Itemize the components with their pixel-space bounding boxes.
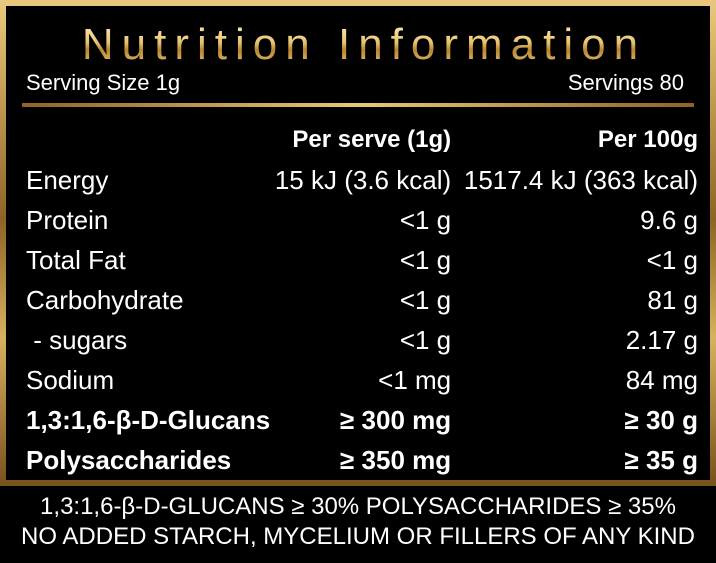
per-100g-value: ≥ 35 g — [624, 444, 698, 475]
per-serve-value: <1 g — [399, 204, 452, 235]
nutrient-name: Protein — [26, 204, 109, 235]
nutrient-name: Polysaccharides — [26, 444, 232, 475]
per-100g-value: 1517.4 kJ (363 kcal) — [463, 164, 698, 195]
per-100g-value: 81 g — [647, 284, 698, 315]
nutrition-table: Per serve (1g) Per 100g Energy 15 kJ (3.… — [26, 120, 698, 480]
header-per-serve: Per serve (1g) — [292, 126, 452, 153]
serving-size: Serving Size 1g — [26, 70, 181, 95]
nutrient-name: - sugars — [26, 324, 128, 355]
nutrient-name: Energy — [26, 164, 109, 195]
nutrition-panel: Nutrition Information Serving Size 1g Se… — [0, 0, 716, 486]
per-serve-value: <1 g — [399, 324, 452, 355]
table-row: 1,3:1,6-β-D-Glucans ≥ 300 mg ≥ 30 g — [26, 400, 698, 440]
per-serve-value: ≥ 350 mg — [340, 444, 452, 475]
nutrient-name: 1,3:1,6-β-D-Glucans — [26, 404, 271, 435]
per-100g-value: <1 g — [646, 244, 698, 275]
table-header-row: Per serve (1g) Per 100g — [26, 120, 698, 160]
panel-title: Nutrition Information — [6, 20, 716, 70]
per-100g-value: ≥ 30 g — [624, 404, 698, 435]
servings-count: Servings 80 — [567, 70, 684, 95]
table-row: Protein <1 g 9.6 g — [26, 200, 698, 240]
footer-line-glucans: 1,3:1,6-β-D-GLUCANS ≥ 30% POLYSACCHARIDE… — [40, 493, 676, 520]
gold-divider — [22, 103, 694, 107]
footer-line-no-fillers: NO ADDED STARCH, MYCELIUM OR FILLERS OF … — [21, 523, 695, 550]
table-row: Carbohydrate <1 g 81 g — [26, 280, 698, 320]
per-100g-value: 9.6 g — [640, 204, 698, 235]
nutrient-name: Sodium — [26, 364, 115, 395]
nutrient-name: Carbohydrate — [26, 284, 184, 315]
per-serve-value: <1 g — [399, 244, 452, 275]
per-100g-value: 2.17 g — [625, 324, 698, 355]
per-serve-value: 15 kJ (3.6 kcal) — [274, 164, 452, 195]
per-100g-value: 84 mg — [625, 364, 698, 395]
table-row: Sodium <1 mg 84 mg — [26, 360, 698, 400]
nutrient-name: Total Fat — [26, 244, 126, 275]
footer-claims: 1,3:1,6-β-D-GLUCANS ≥ 30% POLYSACCHARIDE… — [0, 492, 716, 552]
serving-info: Serving Size 1g Servings 80 — [26, 70, 684, 96]
table-row: - sugars <1 g 2.17 g — [26, 320, 698, 360]
header-nutrient — [26, 120, 275, 160]
per-serve-value: <1 mg — [378, 364, 452, 395]
header-per-100g: Per 100g — [597, 126, 698, 153]
table-row: Energy 15 kJ (3.6 kcal) 1517.4 kJ (363 k… — [26, 160, 698, 200]
table-row: Total Fat <1 g <1 g — [26, 240, 698, 280]
per-serve-value: ≥ 300 mg — [340, 404, 452, 435]
per-serve-value: <1 g — [399, 284, 452, 315]
table-row: Polysaccharides ≥ 350 mg ≥ 35 g — [26, 440, 698, 480]
